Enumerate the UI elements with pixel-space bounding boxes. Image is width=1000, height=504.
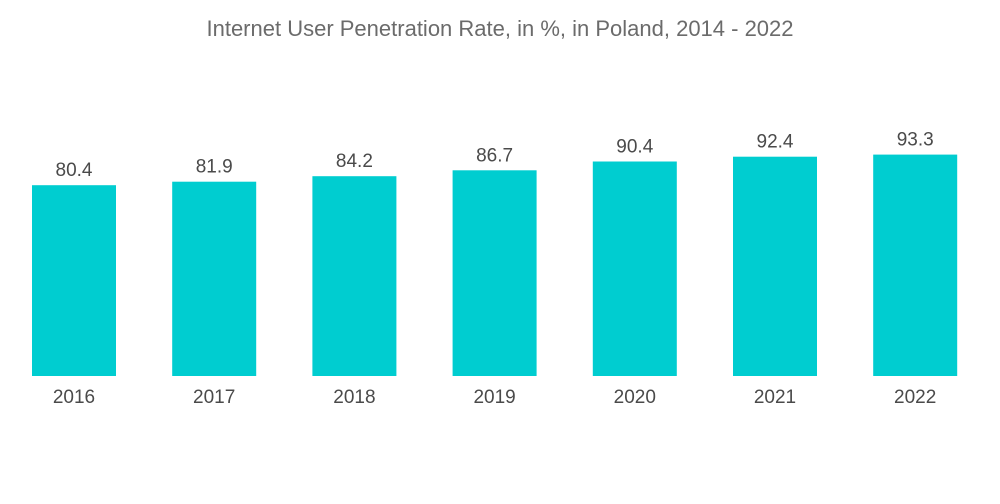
chart-title: Internet User Penetration Rate, in %, in… [206, 16, 794, 41]
bar-2016 [32, 185, 116, 376]
value-label-2020: 90.4 [616, 137, 653, 158]
bar-2018 [312, 176, 397, 376]
bar-2022 [873, 154, 958, 376]
value-label-2018: 84.2 [336, 151, 373, 172]
x-tick-label-2016: 2016 [53, 387, 95, 408]
x-axis-tick-labels: 2016 2017 2018 2019 2020 2021 2022 [53, 387, 936, 408]
x-tick-label-2020: 2020 [614, 387, 656, 408]
bar-2020 [592, 161, 677, 376]
value-labels-group: 80.4 81.9 84.2 86.7 90.4 92.4 93.3 [56, 130, 934, 182]
x-tick-label-2017: 2017 [193, 387, 235, 408]
value-label-2016: 80.4 [56, 160, 93, 181]
value-label-2021: 92.4 [757, 132, 794, 153]
value-label-2017: 81.9 [196, 157, 233, 178]
bar-2021 [733, 156, 817, 376]
value-label-2019: 86.7 [476, 145, 513, 166]
x-tick-label-2022: 2022 [894, 387, 936, 408]
bars-group [32, 154, 958, 376]
value-label-2022: 93.3 [897, 130, 934, 151]
x-tick-label-2018: 2018 [333, 387, 375, 408]
bar-2019 [452, 170, 537, 376]
x-tick-label-2019: 2019 [473, 387, 515, 408]
x-tick-label-2021: 2021 [754, 387, 796, 408]
bar-2017 [172, 181, 257, 376]
